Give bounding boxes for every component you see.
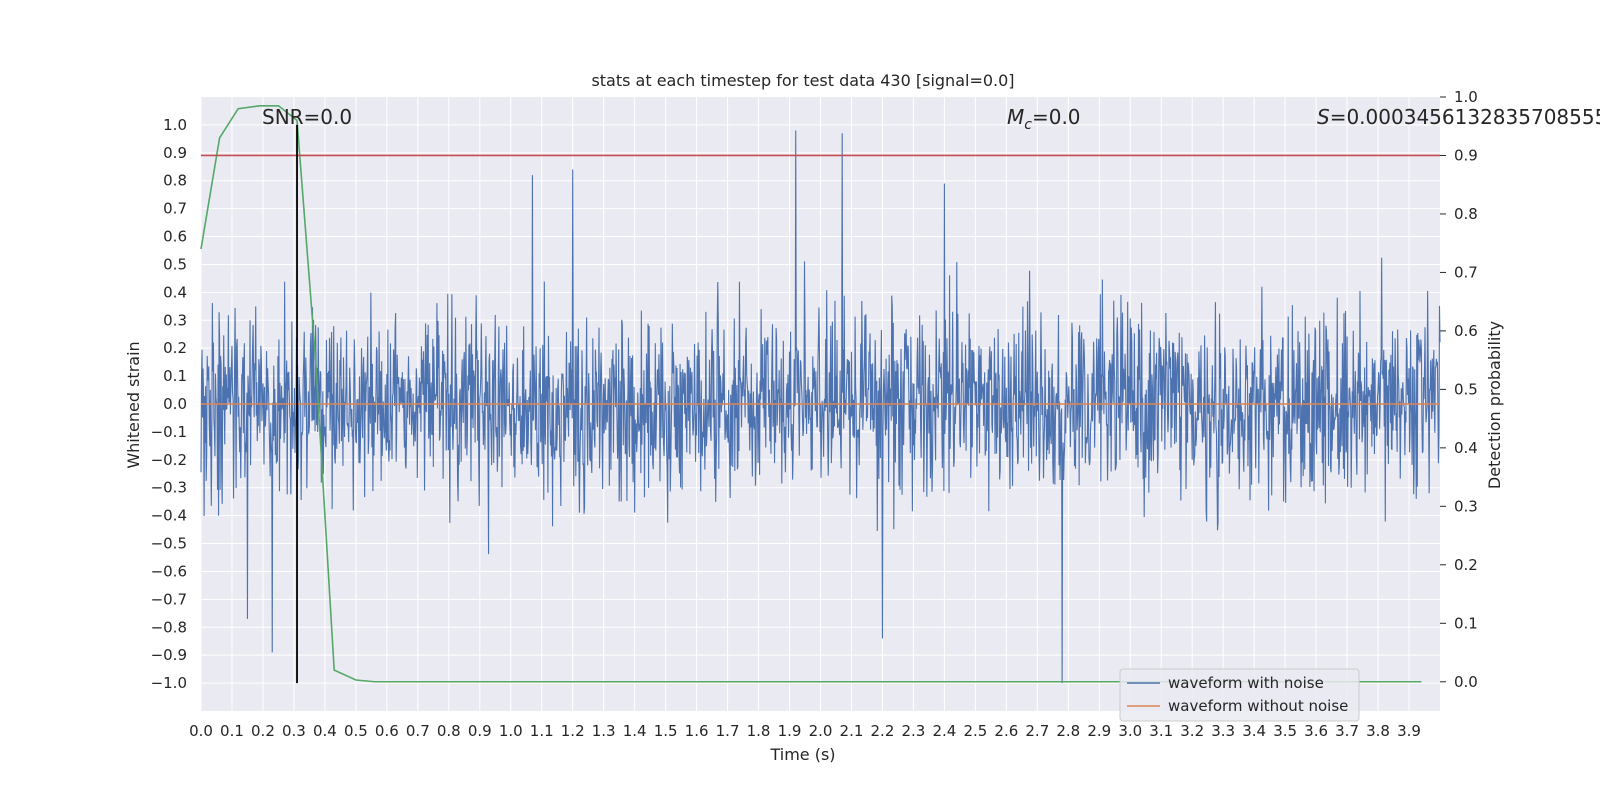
x-tick-label: 3.8 [1366,722,1390,740]
chirp-mass-annotation: Mc=0.0 [1007,105,1081,133]
x-tick-label: 0.5 [344,722,368,740]
x-tick-label: 1.5 [654,722,678,740]
x-tick-label: 1.0 [499,722,523,740]
series-detection-probability [200,104,1422,683]
x-tick-label: 2.6 [994,722,1018,740]
y-tick-label-right: 0.3 [1454,497,1478,515]
y-tick-label-left: −0.8 [151,618,187,636]
x-tick-label: 2.9 [1087,722,1111,740]
y-tick-label-right: 0.8 [1454,205,1478,223]
y-tick-label-right: 0.9 [1454,146,1478,164]
y-tick-label-left: −0.5 [151,535,187,553]
score-symbol: S [1317,105,1330,129]
chart-title: stats at each timestep for test data 430… [591,71,1014,90]
x-tick-label: 3.3 [1211,722,1235,740]
y-tick-label-left: 0.5 [163,255,187,273]
y-tick-label-left: 0.2 [163,339,187,357]
x-tick-label: 1.8 [747,722,771,740]
y-tick-label-right: 0.0 [1454,673,1478,691]
score-annotation: S=0.0003456132835708555 [1317,105,1600,129]
x-tick-label: 0.2 [251,722,275,740]
y-tick-label-left: 0.3 [163,311,187,329]
x-tick-label: 1.6 [685,722,709,740]
chirp-mass-symbol: M [1007,105,1024,129]
y-tick-label-left: 0.8 [163,172,187,190]
legend-label-without-noise: waveform without noise [1168,697,1348,715]
x-tick-label: 2.4 [932,722,956,740]
x-tick-label: 3.6 [1304,722,1328,740]
x-tick-label: 2.7 [1025,722,1049,740]
y-tick-label-left: −0.1 [151,423,187,441]
x-axis-label: Time (s) [769,745,835,764]
x-tick-label: 2.3 [901,722,925,740]
x-tick-label: 2.8 [1056,722,1080,740]
y-tick-label-left: −1.0 [151,674,187,692]
x-tick-label: 0.9 [468,722,492,740]
x-tick-label: 2.5 [963,722,987,740]
y-tick-label-left: 0.7 [163,200,187,218]
x-tick-label: 0.1 [220,722,244,740]
y-tick-label-right: 0.5 [1454,380,1478,398]
y-tick-label-left: 0.4 [163,283,187,301]
x-tick-label: 3.5 [1273,722,1297,740]
x-tick-label: 0.8 [437,722,461,740]
x-tick-label: 3.9 [1397,722,1421,740]
x-tick-label: 2.0 [809,722,833,740]
legend-label-with-noise: waveform with noise [1168,674,1324,692]
x-tick-label: 0.3 [282,722,306,740]
x-tick-label: 0.4 [313,722,337,740]
y-tick-label-left: −0.3 [151,479,187,497]
y-tick-label-left: 0.0 [163,395,187,413]
x-tick-label: 3.7 [1335,722,1359,740]
x-tick-label: 3.0 [1118,722,1142,740]
chirp-mass-value: =0.0 [1032,105,1081,129]
x-tick-label: 0.0 [189,722,213,740]
score-value: =0.0003456132835708555 [1330,105,1600,129]
y-tick-label-right: 0.4 [1454,439,1478,457]
y-axis-label-left: Whitened strain [124,341,143,468]
x-tick-label: 1.4 [623,722,647,740]
x-tick-label: 0.7 [406,722,430,740]
x-tick-label: 3.2 [1180,722,1204,740]
y-tick-label-left: 0.9 [163,144,187,162]
x-tick-label: 3.1 [1149,722,1173,740]
snr-annotation: SNR=0.0 [262,105,352,129]
y-tick-label-left: 0.6 [163,228,187,246]
y-tick-label-left: −0.9 [151,646,187,664]
y-tick-label-right: 0.2 [1454,556,1478,574]
y-tick-label-left: −0.6 [151,562,187,580]
y-tick-label-right: 0.7 [1454,263,1478,281]
legend-box [1119,668,1360,722]
x-tick-label: 2.2 [871,722,895,740]
y-axis-label-right: Detection probability [1485,321,1504,489]
x-tick-label: 1.9 [778,722,802,740]
x-tick-label: 1.1 [530,722,554,740]
y-tick-label-right: 1.0 [1454,88,1478,106]
x-tick-label: 2.1 [840,722,864,740]
chirp-mass-subscript: c [1024,117,1032,133]
y-tick-label-left: −0.7 [151,590,187,608]
x-tick-label: 1.7 [716,722,740,740]
y-tick-label-right: 0.6 [1454,322,1478,340]
y-tick-label-left: −0.4 [151,507,187,525]
y-tick-label-left: 1.0 [163,116,187,134]
x-tick-label: 1.2 [561,722,585,740]
y-tick-label-right: 0.1 [1454,614,1478,632]
legend: waveform with noise waveform without noi… [1119,668,1360,722]
x-tick-label: 3.4 [1242,722,1266,740]
y-tick-label-left: −0.2 [151,451,187,469]
y-tick-label-left: 0.1 [163,367,187,385]
x-tick-label: 1.3 [592,722,616,740]
x-tick-label: 0.6 [375,722,399,740]
